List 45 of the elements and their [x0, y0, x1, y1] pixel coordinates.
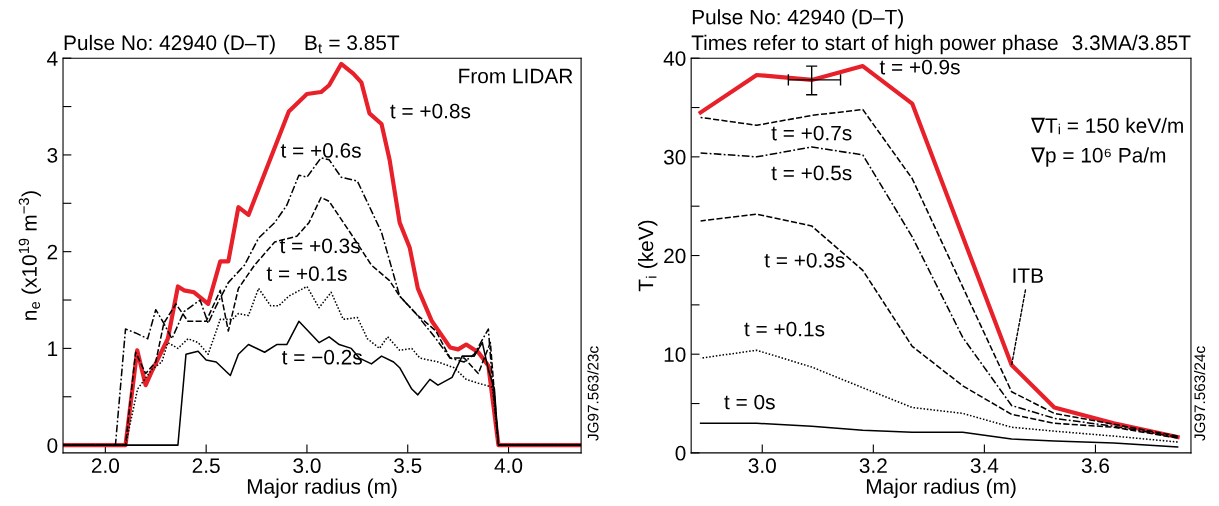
annotation: ITB	[1013, 268, 1043, 283]
series-label: t = +0.7s	[771, 125, 852, 141]
x-tick-label: 3.5	[394, 458, 422, 474]
series-label: t = +0.8s	[390, 103, 471, 119]
series-label: t = +0.6s	[280, 143, 361, 158]
y-tick-label: 20	[664, 248, 686, 264]
x-axis-title: Major radius (m)	[866, 478, 1016, 498]
x-tick-label: 3.0	[293, 458, 321, 474]
text: B$_{t}$ = 3.85T	[305, 35, 400, 54]
y-axis-title: n$_{e}$ (x10$^{19}$ m$^{−3}$)	[18, 191, 41, 320]
x-axis-title: Major radius (m)	[247, 478, 397, 498]
chart-subtitle: Times refer to start of high power phase	[691, 34, 1058, 55]
x-tick-label: 3.2	[859, 458, 887, 474]
text: JG97.563/23c	[587, 346, 599, 441]
text: 3.3MA/3.85T	[1072, 34, 1191, 51]
series-label: t = +0.3s	[279, 238, 360, 254]
y-tick-label: 0	[47, 438, 58, 453]
y-tick-label: 4	[47, 51, 58, 66]
x-tick-label: 3.4	[970, 458, 999, 474]
annotation: From LIDAR	[459, 68, 573, 84]
y-tick-label: 40	[663, 51, 686, 66]
x-tick-label: 2.0	[91, 458, 120, 474]
series-label: t = +0.1s	[744, 321, 825, 337]
series-label: t = +0.3s	[764, 252, 845, 268]
series-label: t = +0.5s	[771, 165, 852, 181]
x-tick-label: 3.0	[748, 458, 776, 474]
text: JG97.563/24c	[1193, 346, 1206, 441]
y-axis-title: T$_{i}$ (keV)	[638, 220, 658, 292]
series-label: t = +0.9s	[879, 59, 960, 75]
x-tick-label: 4.0	[494, 458, 523, 474]
annotation: ∇p = 10⁶ Pa/m	[1030, 147, 1166, 167]
series-label: t = 0s	[724, 394, 775, 410]
x-tick-label: 3.6	[1081, 458, 1110, 474]
y-tick-label: 2	[47, 244, 58, 260]
y-tick-label: 10	[664, 347, 686, 362]
x-tick-label: 2.5	[192, 458, 220, 474]
series-label: t = −0.2s	[281, 349, 362, 365]
y-tick-label: 0	[675, 445, 686, 461]
y-tick-label: 1	[48, 341, 58, 356]
series-label: t = +0.1s	[266, 266, 347, 281]
y-tick-label: 30	[663, 149, 686, 165]
annotation: ∇Tᵢ = 150 keV/m	[1030, 117, 1183, 135]
chart-title: Pulse No: 42940 (D–T)	[692, 9, 903, 29]
y-tick-label: 3	[47, 147, 58, 163]
chart-title: Pulse No: 42940 (D–T)	[64, 34, 275, 55]
